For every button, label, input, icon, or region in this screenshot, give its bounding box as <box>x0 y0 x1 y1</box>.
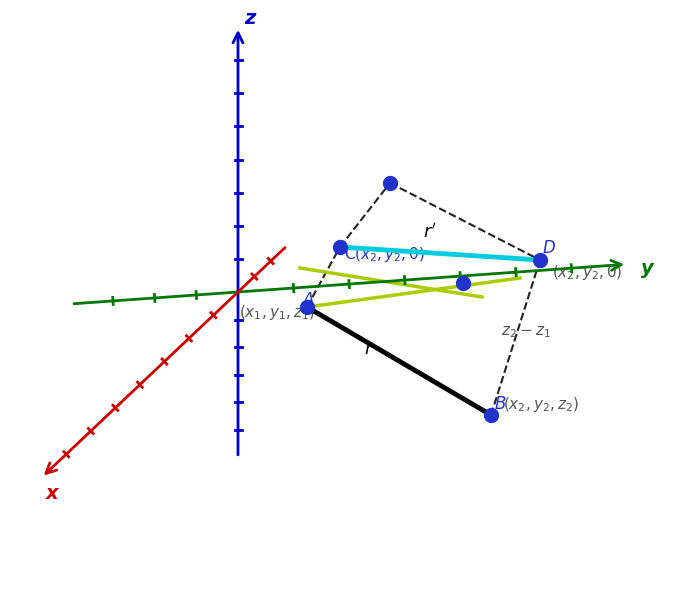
Text: C$(x_2, y_2, 0)$: C$(x_2, y_2, 0)$ <box>344 245 425 264</box>
Point <box>301 302 312 312</box>
Text: z: z <box>245 10 256 28</box>
Point <box>485 410 496 420</box>
Point <box>334 242 345 252</box>
Point <box>457 278 468 288</box>
Text: $r$: $r$ <box>364 340 374 358</box>
Text: $(x_2, y_2, 0)$: $(x_2, y_2, 0)$ <box>552 263 622 282</box>
Text: $(x_1, y_1, z_1)$: $(x_1, y_1, z_1)$ <box>239 302 315 322</box>
Point <box>535 255 546 265</box>
Text: x: x <box>45 484 58 503</box>
Text: $(x_2, y_2, z_2)$: $(x_2, y_2, z_2)$ <box>503 395 579 414</box>
Text: B: B <box>495 395 506 413</box>
Text: D: D <box>543 239 556 257</box>
Text: y: y <box>641 259 654 278</box>
Text: $r'$: $r'$ <box>423 222 437 241</box>
Text: A: A <box>303 291 315 309</box>
Point <box>384 178 396 188</box>
Text: $z_2 - z_1$: $z_2 - z_1$ <box>501 325 551 340</box>
